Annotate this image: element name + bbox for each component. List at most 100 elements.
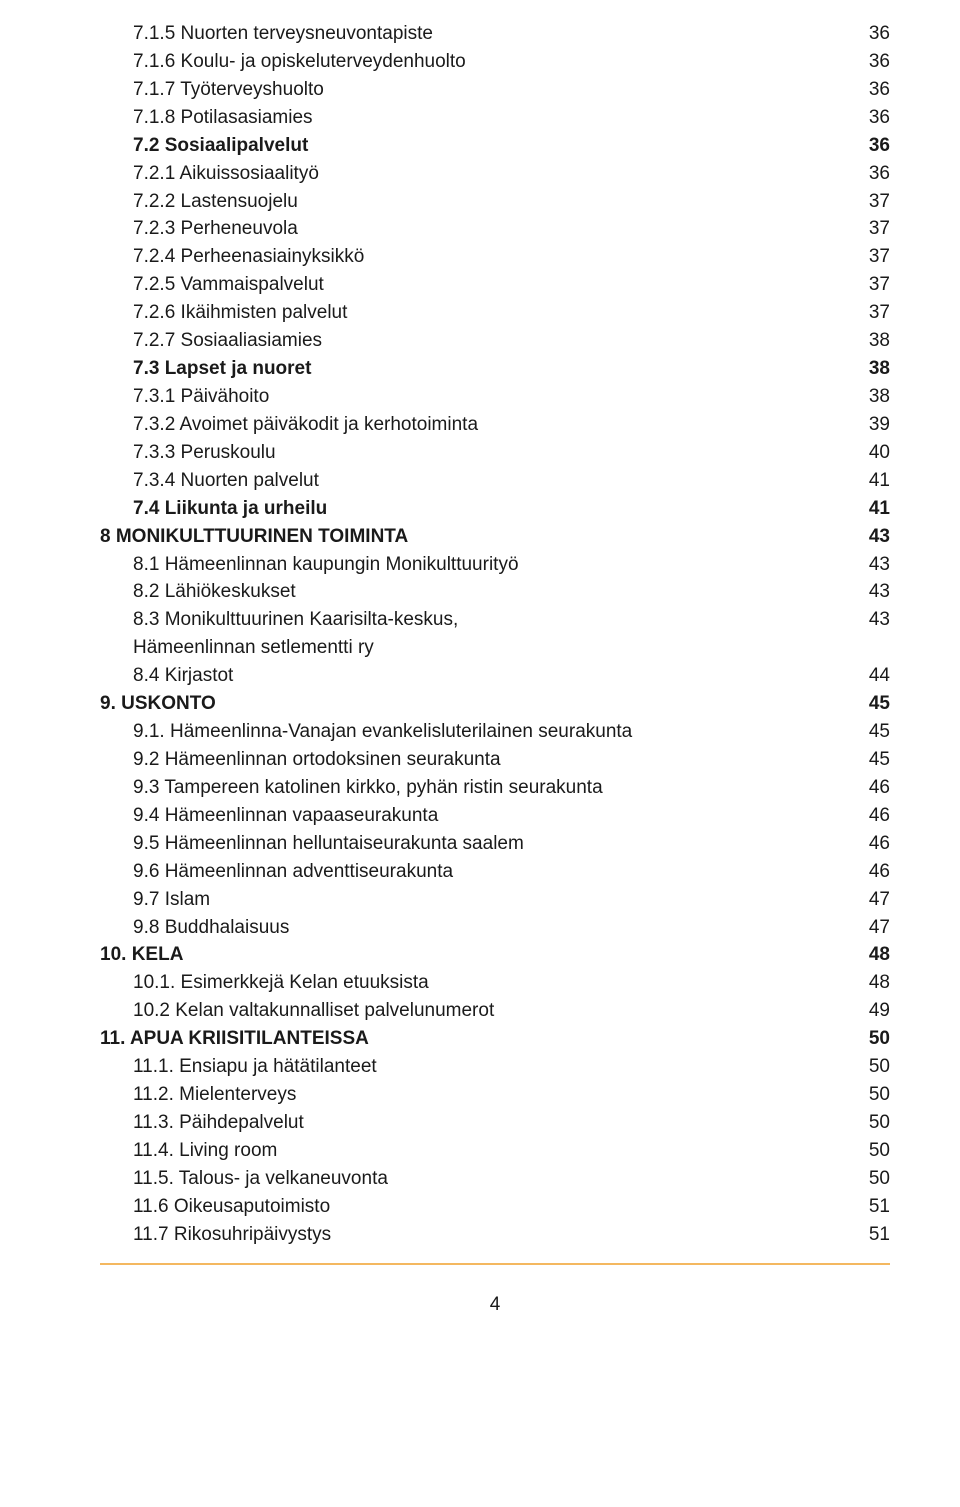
toc-label: 8.4 Kirjastot: [133, 662, 850, 690]
toc-page: 36: [850, 160, 890, 188]
toc-row: 7.2.1 Aikuissosiaalityö36: [100, 160, 890, 188]
toc-row: 11.1. Ensiapu ja hätätilanteet50: [100, 1053, 890, 1081]
toc-row: 8 MONIKULTTUURINEN TOIMINTA43: [100, 523, 890, 551]
toc-page: 46: [850, 774, 890, 802]
toc-page: 44: [850, 662, 890, 690]
toc-label: 7.2.7 Sosiaaliasiamies: [133, 327, 850, 355]
toc-page: 36: [850, 104, 890, 132]
toc-row: 11.7 Rikosuhripäivystys51: [100, 1221, 890, 1249]
toc-page: 40: [850, 439, 890, 467]
toc-page: 50: [850, 1137, 890, 1165]
toc-label: 9.8 Buddhalaisuus: [133, 914, 850, 942]
toc-label: 8 MONIKULTTUURINEN TOIMINTA: [100, 523, 850, 551]
toc-page: 45: [850, 718, 890, 746]
toc-label: 11.4. Living room: [133, 1137, 850, 1165]
toc-label: 7.1.7 Työterveyshuolto: [133, 76, 850, 104]
toc-row: 7.3.4 Nuorten palvelut41: [100, 467, 890, 495]
toc-page: 37: [850, 271, 890, 299]
toc-label: 7.2.1 Aikuissosiaalityö: [133, 160, 850, 188]
toc-row: 11.2. Mielenterveys50: [100, 1081, 890, 1109]
toc-row: 8.2 Lähiökeskukset43: [100, 578, 890, 606]
toc-label: 7.4 Liikunta ja urheilu: [133, 495, 850, 523]
toc-label: 8.3 Monikulttuurinen Kaarisilta-keskus, …: [133, 606, 850, 662]
toc-page: 38: [850, 327, 890, 355]
toc-row: 11.5. Talous- ja velkaneuvonta50: [100, 1165, 890, 1193]
toc-label: 9.5 Hämeenlinnan helluntaiseurakunta saa…: [133, 830, 850, 858]
toc-label: 7.3.4 Nuorten palvelut: [133, 467, 850, 495]
toc-page: 37: [850, 243, 890, 271]
toc-label: 7.2 Sosiaalipalvelut: [133, 132, 850, 160]
toc-row: 9.1. Hämeenlinna-Vanajan evankelisluteri…: [100, 718, 890, 746]
toc-row: 8.4 Kirjastot44: [100, 662, 890, 690]
toc-label: 11.3. Päihdepalvelut: [133, 1109, 850, 1137]
toc-row: 9. USKONTO45: [100, 690, 890, 718]
toc-label: 10.2 Kelan valtakunnalliset palvelunumer…: [133, 997, 850, 1025]
toc-row: 7.3.3 Peruskoulu40: [100, 439, 890, 467]
toc-page: 43: [850, 606, 890, 634]
toc-row: 9.3 Tampereen katolinen kirkko, pyhän ri…: [100, 774, 890, 802]
toc-page: 38: [850, 383, 890, 411]
toc-row: 7.2.2 Lastensuojelu37: [100, 188, 890, 216]
toc-page: 50: [850, 1053, 890, 1081]
toc-label: 9.6 Hämeenlinnan adventtiseurakunta: [133, 858, 850, 886]
table-of-contents: 7.1.5 Nuorten terveysneuvontapiste367.1.…: [100, 20, 890, 1249]
toc-label: 7.3.1 Päivähoito: [133, 383, 850, 411]
toc-row: 7.2.5 Vammaispalvelut37: [100, 271, 890, 299]
toc-row: 7.2 Sosiaalipalvelut36: [100, 132, 890, 160]
toc-page: 50: [850, 1025, 890, 1053]
toc-row: 9.8 Buddhalaisuus47: [100, 914, 890, 942]
toc-label: 9.4 Hämeenlinnan vapaaseurakunta: [133, 802, 850, 830]
toc-page: 50: [850, 1165, 890, 1193]
toc-page: 43: [850, 523, 890, 551]
toc-label: 7.3 Lapset ja nuoret: [133, 355, 850, 383]
toc-page: 39: [850, 411, 890, 439]
toc-label: 7.1.5 Nuorten terveysneuvontapiste: [133, 20, 850, 48]
toc-row: 11. APUA KRIISITILANTEISSA50: [100, 1025, 890, 1053]
toc-row: 11.3. Päihdepalvelut50: [100, 1109, 890, 1137]
toc-page: 41: [850, 467, 890, 495]
toc-label: 7.2.2 Lastensuojelu: [133, 188, 850, 216]
toc-page: 50: [850, 1109, 890, 1137]
toc-page: 41: [850, 495, 890, 523]
toc-label: 9.1. Hämeenlinna-Vanajan evankelisluteri…: [133, 718, 850, 746]
toc-page: 36: [850, 76, 890, 104]
toc-label: 7.1.6 Koulu- ja opiskeluterveydenhuolto: [133, 48, 850, 76]
toc-row: 9.2 Hämeenlinnan ortodoksinen seurakunta…: [100, 746, 890, 774]
toc-row: 7.1.7 Työterveyshuolto36: [100, 76, 890, 104]
toc-row: 7.1.5 Nuorten terveysneuvontapiste36: [100, 20, 890, 48]
toc-row: 7.1.6 Koulu- ja opiskeluterveydenhuolto3…: [100, 48, 890, 76]
toc-page: 37: [850, 299, 890, 327]
toc-page: 46: [850, 802, 890, 830]
toc-page: 37: [850, 188, 890, 216]
toc-page: 51: [850, 1221, 890, 1249]
toc-label: 8.2 Lähiökeskukset: [133, 578, 850, 606]
toc-label: 7.2.6 Ikäihmisten palvelut: [133, 299, 850, 327]
toc-label: 8.1 Hämeenlinnan kaupungin Monikulttuuri…: [133, 551, 850, 579]
toc-label: 7.3.2 Avoimet päiväkodit ja kerhotoimint…: [133, 411, 850, 439]
toc-label: 11.6 Oikeusaputoimisto: [133, 1193, 850, 1221]
toc-label: 10.1. Esimerkkejä Kelan etuuksista: [133, 969, 850, 997]
toc-label: 9.7 Islam: [133, 886, 850, 914]
toc-page: 45: [850, 690, 890, 718]
toc-label: 7.1.8 Potilasasiamies: [133, 104, 850, 132]
toc-label: 11.2. Mielenterveys: [133, 1081, 850, 1109]
page-number: 4: [100, 1291, 890, 1319]
toc-row: 9.7 Islam47: [100, 886, 890, 914]
toc-row: 9.6 Hämeenlinnan adventtiseurakunta46: [100, 858, 890, 886]
toc-label: 7.2.3 Perheneuvola: [133, 215, 850, 243]
toc-row: 7.2.6 Ikäihmisten palvelut37: [100, 299, 890, 327]
toc-label: 7.2.4 Perheenasiainyksikkö: [133, 243, 850, 271]
toc-label: 11.7 Rikosuhripäivystys: [133, 1221, 850, 1249]
toc-row: 7.3.2 Avoimet päiväkodit ja kerhotoimint…: [100, 411, 890, 439]
toc-row: 7.4 Liikunta ja urheilu41: [100, 495, 890, 523]
toc-row: 9.4 Hämeenlinnan vapaaseurakunta46: [100, 802, 890, 830]
toc-page: 36: [850, 132, 890, 160]
toc-row: 7.2.7 Sosiaaliasiamies38: [100, 327, 890, 355]
toc-page: 48: [850, 969, 890, 997]
toc-page: 48: [850, 941, 890, 969]
toc-label: 9. USKONTO: [100, 690, 850, 718]
toc-page: 49: [850, 997, 890, 1025]
toc-label: 7.2.5 Vammaispalvelut: [133, 271, 850, 299]
toc-row: 7.3 Lapset ja nuoret38: [100, 355, 890, 383]
toc-page: 47: [850, 886, 890, 914]
